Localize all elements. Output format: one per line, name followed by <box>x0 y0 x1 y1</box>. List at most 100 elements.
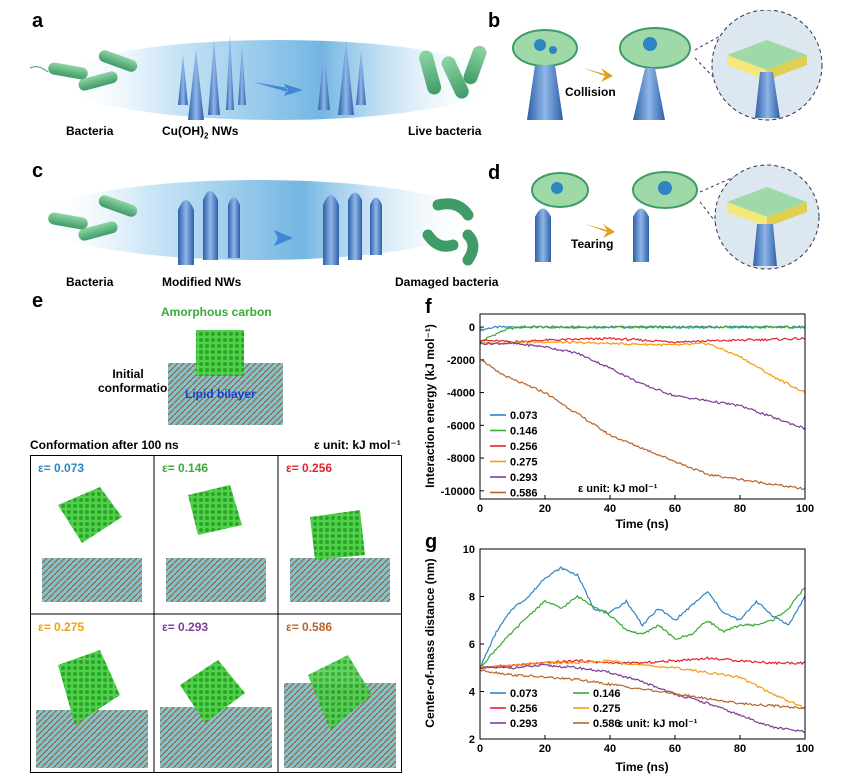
chart-f-xlabel: Time (ns) <box>615 517 668 531</box>
svg-text:ε= 0.586: ε= 0.586 <box>286 620 332 634</box>
x-tick-label: 60 <box>669 743 681 755</box>
amorphous-carbon-label: Amorphous carbon <box>161 305 272 319</box>
svg-text:ε= 0.293: ε= 0.293 <box>162 620 208 634</box>
series-line-0.146 <box>479 587 806 669</box>
chart-g-ylabel: Center-of-mass distance (nm) <box>423 558 437 727</box>
membrane-zoom-icon <box>714 164 820 270</box>
series-line-0.073 <box>479 566 806 669</box>
bacteria-group <box>48 195 138 241</box>
water-flow <box>58 40 498 120</box>
cell-eps-0293: ε= 0.293 <box>160 620 272 768</box>
x-tick-label: 0 <box>477 743 483 755</box>
lipid-bilayer-label: Lipid bilayer <box>185 387 256 401</box>
bacterium-torn-icon <box>632 171 698 262</box>
legend-label-0.275: 0.275 <box>593 703 621 715</box>
chart-g: 0 20 40 60 80 100 2 4 6 8 10 0.073 0.146 0.256 0.275 0.… <box>423 544 814 774</box>
legend-label-0.146: 0.146 <box>510 426 538 438</box>
legend-label-0.256: 0.256 <box>510 441 538 453</box>
initial-conformation-label: Initial conformation <box>98 367 175 395</box>
y-tick-label: -2000 <box>447 355 475 367</box>
series-line-0.586 <box>479 668 806 710</box>
series-line-0.275 <box>479 659 806 709</box>
x-tick-label: 100 <box>796 743 814 755</box>
bacterium-cell-icon <box>531 172 589 262</box>
series-line-0.293 <box>479 663 806 734</box>
legend-label-0.146: 0.146 <box>593 688 621 700</box>
legend-label-0.586: 0.586 <box>593 718 621 730</box>
panel-a-illustration <box>29 35 498 120</box>
x-tick-label: 20 <box>539 743 551 755</box>
y-tick-label: -8000 <box>447 453 475 465</box>
nanowires-group <box>178 35 366 120</box>
cell-eps-0256: ε= 0.256 <box>286 461 390 602</box>
x-tick-label: 80 <box>734 743 746 755</box>
membrane-zoom-icon <box>711 10 823 121</box>
svg-text:ε= 0.146: ε= 0.146 <box>162 461 208 475</box>
x-tick-label: 100 <box>796 503 814 515</box>
tearing-label: Tearing <box>571 237 613 251</box>
panel-c-illustration <box>38 180 479 266</box>
svg-text:ε= 0.256: ε= 0.256 <box>286 461 332 475</box>
conformation-grid: ε= 0.073 ε= 0.146 ε= 0.256 ε= 0.275 ε= 0… <box>30 455 402 773</box>
svg-text:ε= 0.275: ε= 0.275 <box>38 620 84 634</box>
caption-bacteria-c: Bacteria <box>66 275 114 289</box>
cell-eps-0275: ε= 0.275 <box>36 620 148 768</box>
panel-label-a: a <box>32 10 44 32</box>
caption-cuoh2-nws: Cu(OH)2 NWs <box>162 124 239 141</box>
legend-label-0.293: 0.293 <box>510 472 538 484</box>
legend-label-0.586: 0.586 <box>510 488 538 500</box>
caption-modified-nws: Modified NWs <box>162 275 242 289</box>
panel-label-e: e <box>32 290 44 312</box>
series-line-0.146 <box>479 325 806 343</box>
cell-eps-0586: ε= 0.586 <box>284 620 396 768</box>
series-line-0.293 <box>479 341 806 430</box>
y-tick-label: 2 <box>469 734 475 746</box>
arrow-icon <box>253 82 303 96</box>
series-line-0.586 <box>479 358 806 491</box>
modified-nanowires-group <box>178 191 382 265</box>
arrow-icon <box>585 224 615 238</box>
series-line-0.275 <box>479 340 806 394</box>
bacteria-group <box>29 50 138 91</box>
x-tick-label: 60 <box>669 503 681 515</box>
chart-g-frame <box>479 548 806 740</box>
y-tick-label: -6000 <box>447 420 475 432</box>
panel-b-illustration: Collision <box>512 10 823 121</box>
chart-f: 0 20 40 60 80 100 0 -2000 -4000 -6000 -8000 -10000 0… <box>423 313 814 531</box>
x-tick-label: 40 <box>604 743 616 755</box>
y-tick-label: 10 <box>463 544 475 556</box>
panel-label-f: f <box>425 296 432 318</box>
caption-damaged-bacteria: Damaged bacteria <box>395 275 499 289</box>
legend-label-0.293: 0.293 <box>510 718 538 730</box>
y-tick-label: 6 <box>469 639 475 651</box>
panel-label-b: b <box>488 10 501 32</box>
cell-eps-0073: ε= 0.073 <box>38 461 142 602</box>
arrow-icon <box>583 68 613 82</box>
initial-conformation-image: Lipid bilayer <box>168 330 283 425</box>
bacterium-cell-icon <box>512 29 578 120</box>
x-tick-label: 0 <box>477 503 483 515</box>
chart-g-xlabel: Time (ns) <box>615 760 668 774</box>
caption-bacteria-a: Bacteria <box>66 124 114 138</box>
eps-unit-e: ε unit: kJ mol⁻¹ <box>314 438 401 452</box>
y-tick-label: 4 <box>469 687 476 699</box>
panel-d-illustration: Tearing <box>531 164 820 270</box>
panel-label-c: c <box>32 160 44 182</box>
conformation-after-title: Conformation after 100 ns <box>30 438 179 452</box>
x-tick-label: 40 <box>604 503 616 515</box>
collision-label: Collision <box>565 85 616 99</box>
carbon-cube <box>196 330 244 376</box>
legend-label-0.073: 0.073 <box>510 688 538 700</box>
legend-label-0.256: 0.256 <box>510 703 538 715</box>
y-tick-label: 8 <box>469 592 475 604</box>
y-tick-label: 0 <box>469 322 475 334</box>
legend-label-0.275: 0.275 <box>510 457 538 469</box>
live-bacteria-group <box>419 45 487 99</box>
chart-f-eps-unit: ε unit: kJ mol⁻¹ <box>578 483 658 495</box>
y-tick-label: -4000 <box>447 388 475 400</box>
arrow-icon <box>248 230 293 246</box>
chart-f-ylabel: Interaction energy (kJ mol⁻¹) <box>423 324 437 488</box>
damaged-bacteria-group <box>422 198 479 266</box>
caption-live-bacteria: Live bacteria <box>408 124 482 138</box>
legend-label-0.073: 0.073 <box>510 410 538 422</box>
